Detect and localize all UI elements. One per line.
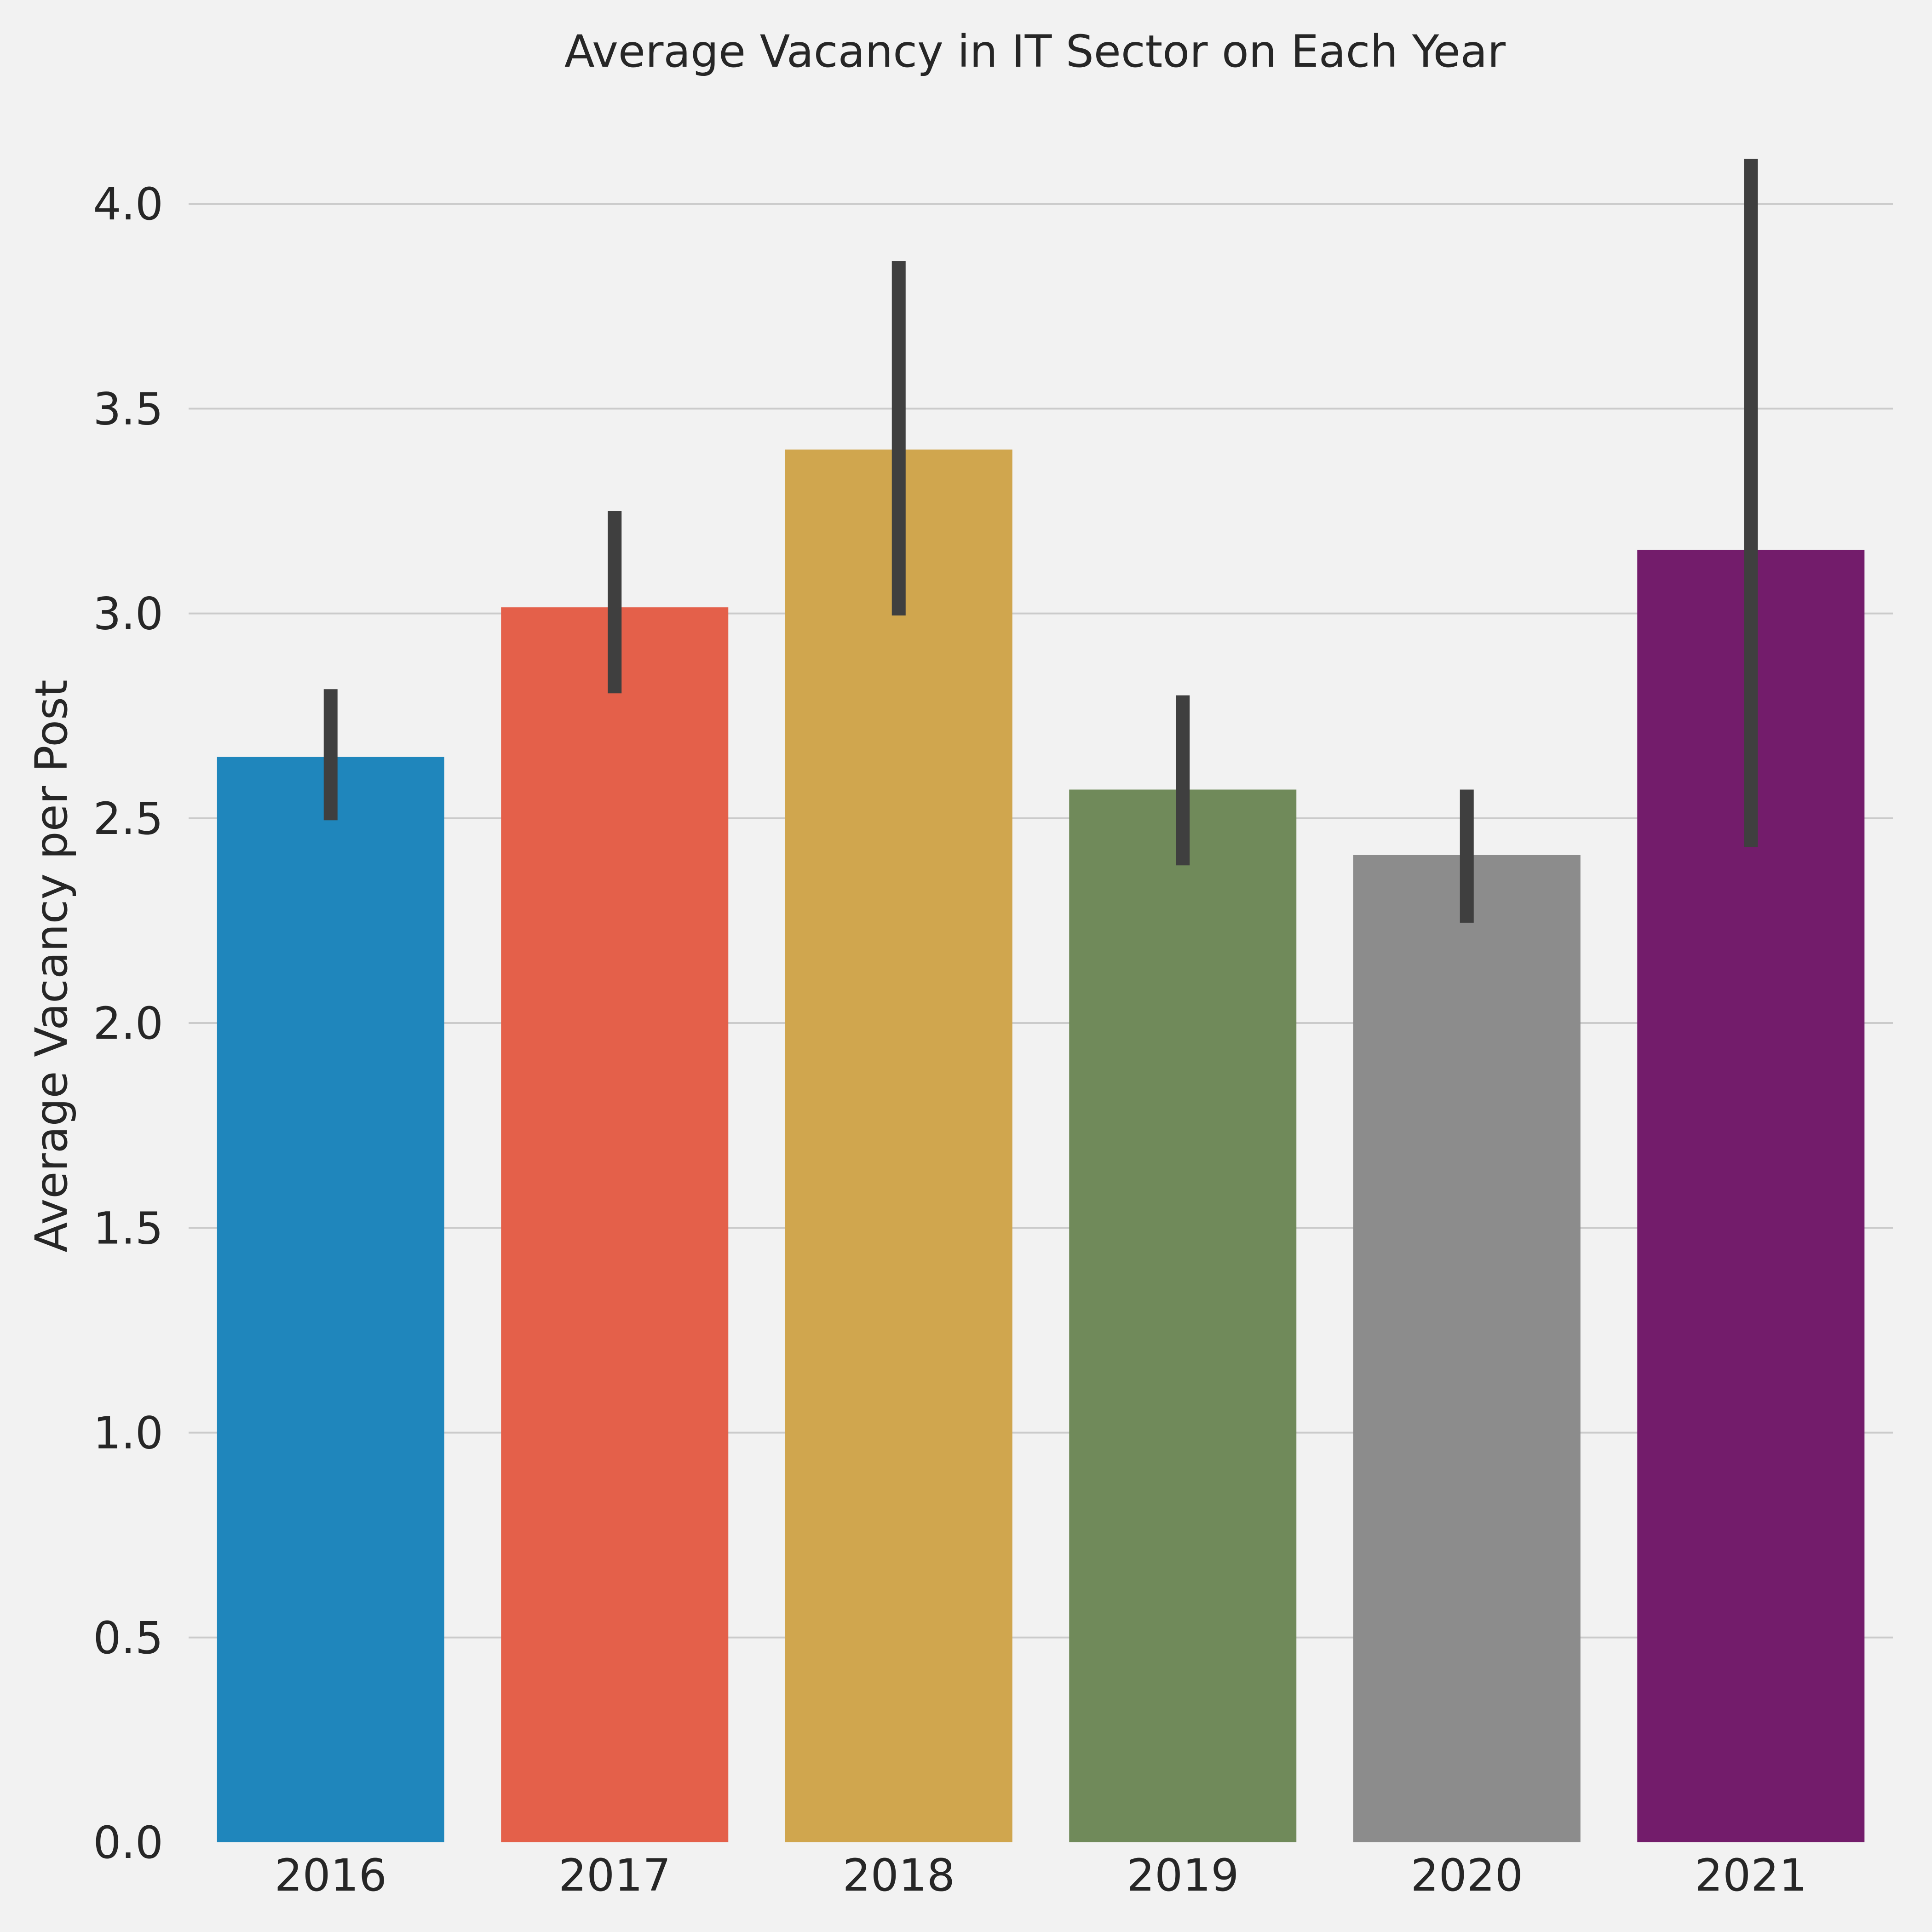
error-bars [323, 159, 1758, 923]
bar-2020 [1353, 855, 1581, 1842]
chart-title: Average Vacancy in IT Sector on Each Yea… [564, 26, 1506, 77]
y-tick-label: 0.5 [93, 1612, 163, 1664]
y-tick-label: 3.0 [93, 588, 163, 640]
y-tick-label: 1.0 [93, 1408, 163, 1459]
y-tick-label: 1.5 [93, 1202, 163, 1254]
bar-2019 [1069, 789, 1297, 1843]
x-tick-labels: 2016 2017 2018 2019 2020 2021 [275, 1850, 1807, 1901]
x-tick-label-2016: 2016 [275, 1850, 387, 1901]
bar-2016 [217, 757, 444, 1842]
y-tick-label: 2.5 [93, 793, 163, 845]
bar-2018 [785, 449, 1012, 1843]
x-tick-label-2017: 2017 [558, 1850, 671, 1901]
y-tick-label: 3.5 [93, 383, 163, 435]
x-tick-label-2020: 2020 [1411, 1850, 1523, 1901]
y-axis-label: Average Vacancy per Post [26, 679, 77, 1252]
y-tick-labels: 0.0 0.5 1.0 1.5 2.0 2.5 3.0 3.5 4.0 [93, 178, 163, 1869]
bar-2017 [501, 607, 729, 1842]
x-tick-label-2018: 2018 [843, 1850, 955, 1901]
x-tick-label-2019: 2019 [1127, 1850, 1239, 1901]
bars [217, 449, 1865, 1843]
y-tick-label: 4.0 [93, 178, 163, 230]
y-tick-label: 2.0 [93, 998, 163, 1049]
gridlines [189, 203, 1893, 1639]
y-tick-label: 0.0 [93, 1817, 163, 1869]
x-tick-label-2021: 2021 [1695, 1850, 1807, 1901]
